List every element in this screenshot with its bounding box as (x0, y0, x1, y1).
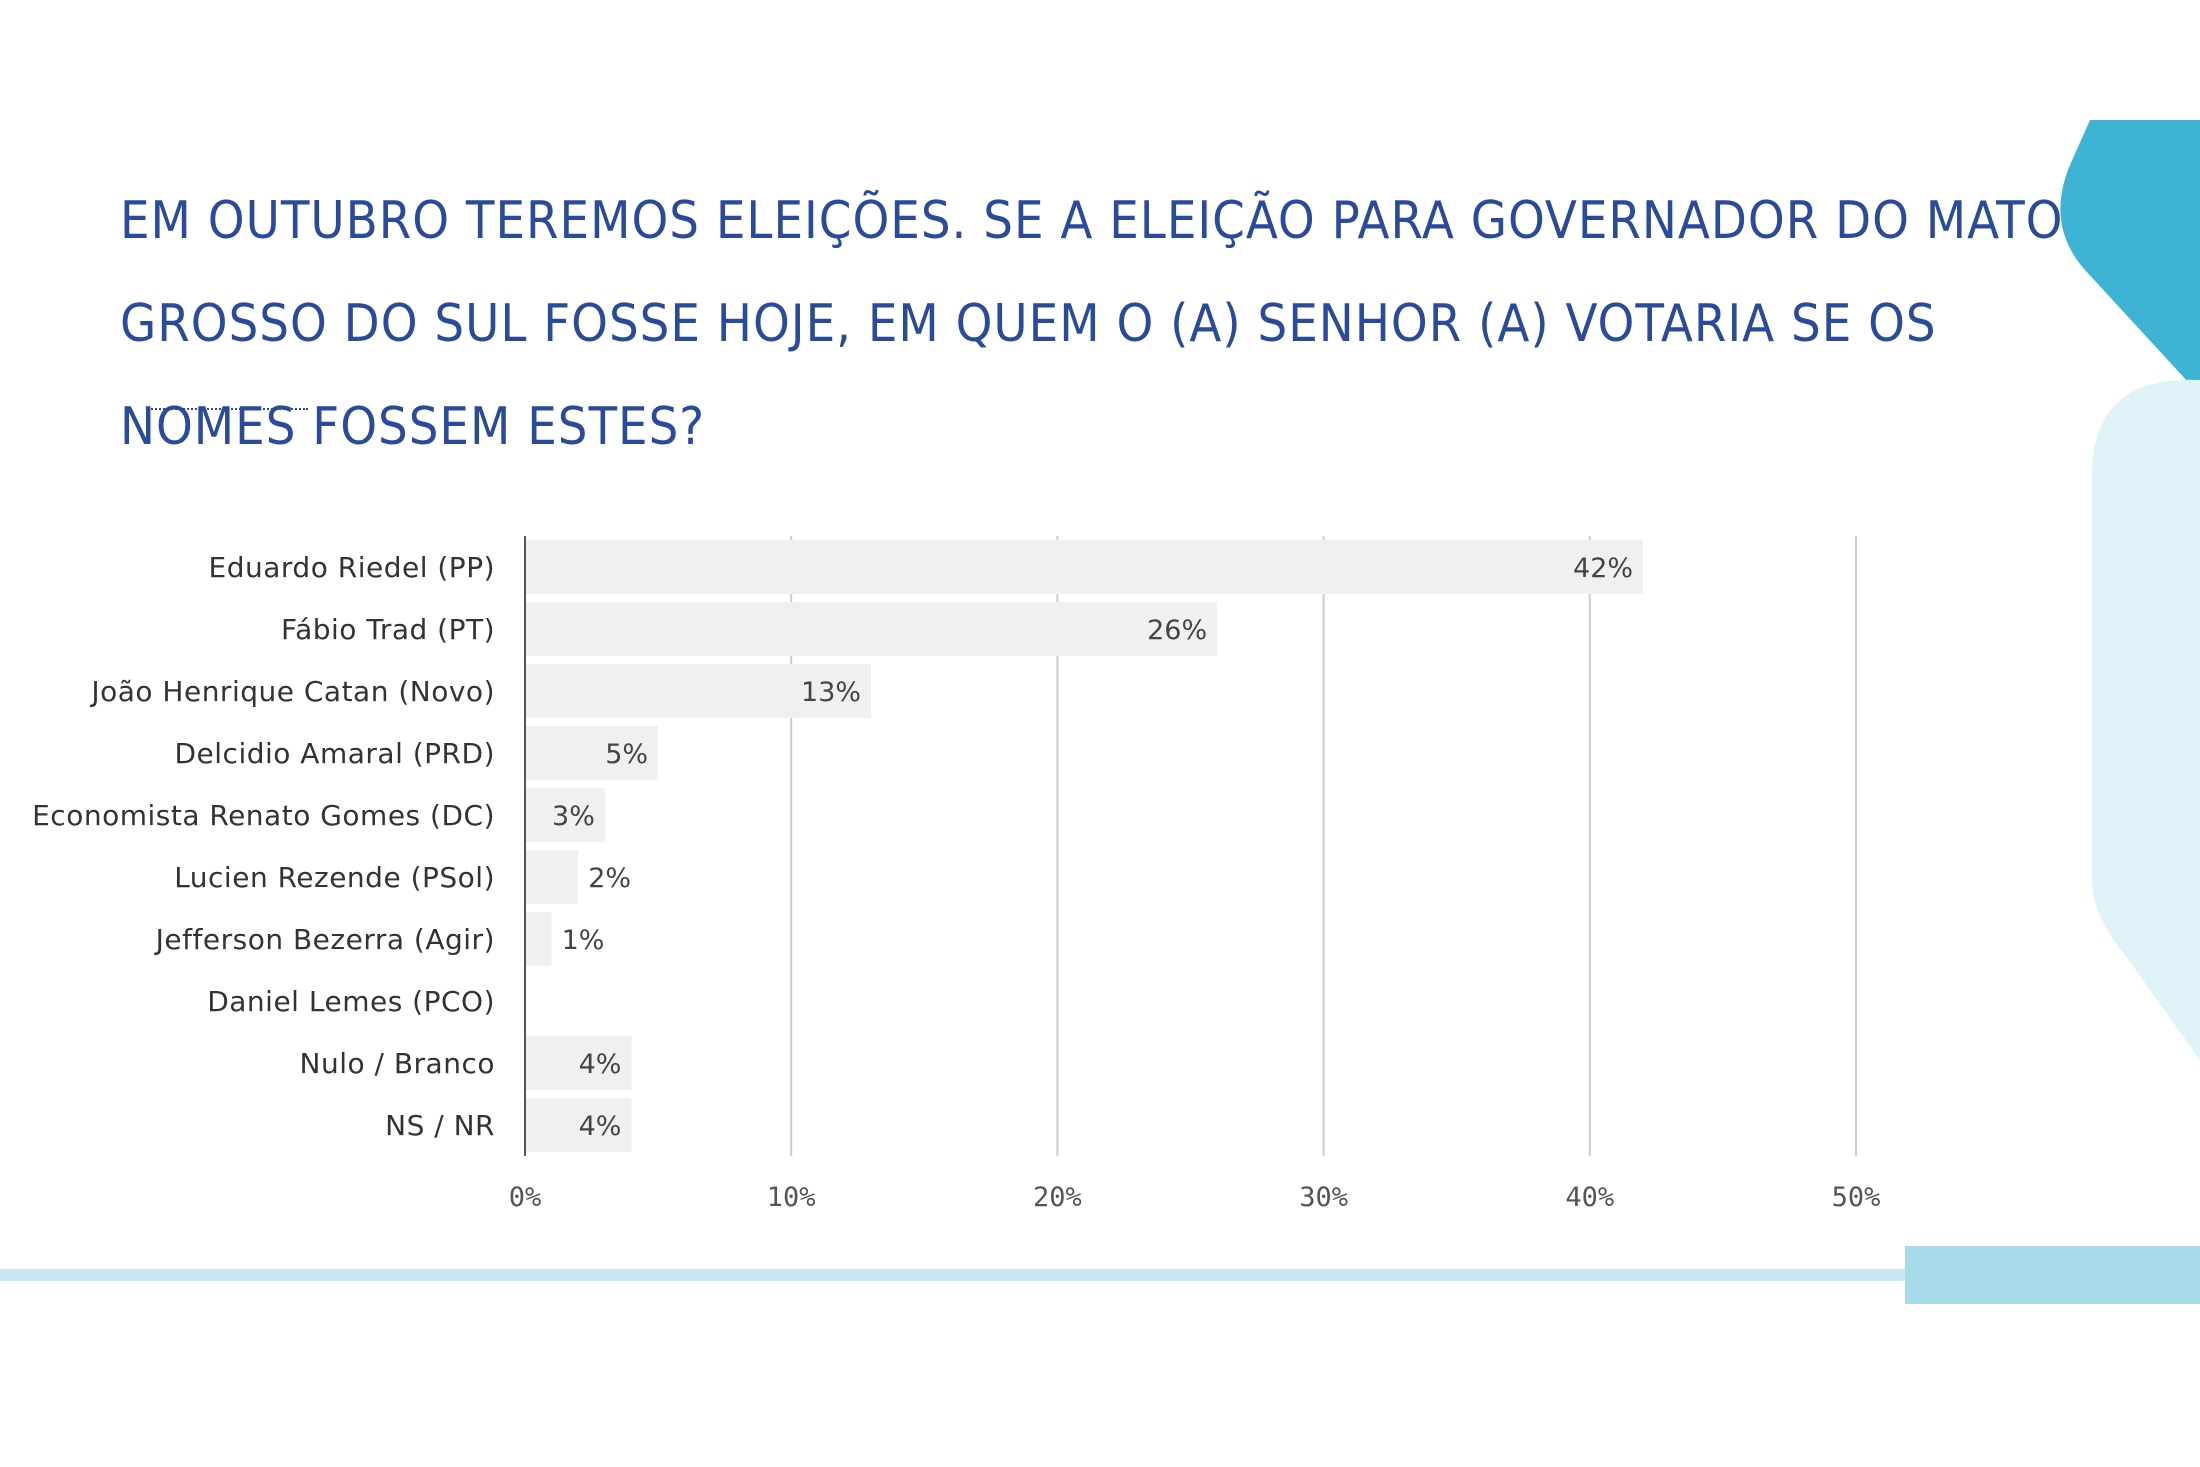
bar (525, 850, 579, 904)
category-label: Jefferson Bezerra (Agir) (154, 923, 495, 956)
x-tick-label: 30% (1299, 1182, 1348, 1213)
x-tick-label: 10% (767, 1182, 816, 1213)
category-label: Daniel Lemes (PCO) (207, 985, 495, 1018)
value-label: 42% (1573, 553, 1633, 584)
category-label: Nulo / Branco (300, 1047, 496, 1080)
value-label: 13% (801, 677, 861, 708)
footer-accent-block (1905, 1246, 2200, 1304)
category-label: NS / NR (385, 1109, 495, 1142)
bar (525, 912, 552, 966)
bar (525, 726, 659, 780)
category-label: Delcidio Amaral (PRD) (174, 737, 495, 770)
title-underline (148, 408, 308, 410)
value-label: 4% (579, 1049, 622, 1080)
x-tick-label: 40% (1565, 1182, 1614, 1213)
value-label: 2% (588, 863, 631, 894)
category-label: Economista Renato Gomes (DC) (32, 799, 495, 832)
value-label: 3% (552, 801, 595, 832)
bar (525, 788, 605, 842)
category-label: Lucien Rezende (PSol) (174, 861, 495, 894)
category-label: Fábio Trad (PT) (281, 613, 495, 646)
value-label: 26% (1147, 615, 1207, 646)
value-label: 5% (605, 739, 648, 770)
x-tick-label: 50% (1832, 1182, 1881, 1213)
value-label: 1% (562, 925, 605, 956)
x-tick-label: 20% (1033, 1182, 1082, 1213)
bar (525, 664, 872, 718)
category-label: João Henrique Catan (Novo) (89, 675, 495, 708)
x-tick-label: 0% (509, 1182, 542, 1213)
page-title: EM OUTUBRO TEREMOS ELEIÇÕES. SE A ELEIÇÃ… (120, 191, 2064, 457)
bar (525, 540, 1644, 594)
bar (525, 1098, 632, 1152)
value-label: 4% (579, 1111, 622, 1142)
bar (525, 602, 1218, 656)
bar (525, 1036, 632, 1090)
accent-shape-light (2092, 379, 2200, 1060)
category-label: Eduardo Riedel (PP) (209, 551, 495, 584)
footer-line (0, 1269, 2090, 1281)
accent-shape-dark (2060, 120, 2200, 395)
